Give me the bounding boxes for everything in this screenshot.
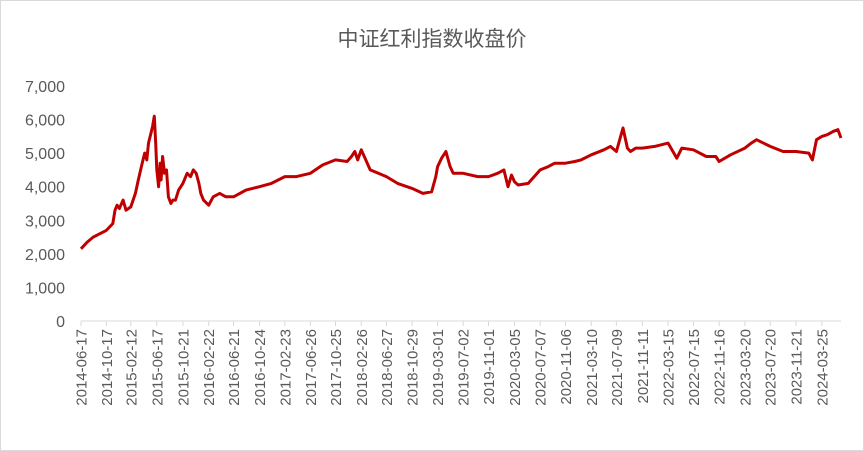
y-tick-label: 7,000 xyxy=(25,79,65,96)
x-tick-label: 2018-10-29 xyxy=(405,329,422,406)
x-tick-label: 2021-03-10 xyxy=(584,329,601,406)
x-tick-label: 2017-10-25 xyxy=(328,329,345,406)
x-tick-label: 2024-03-25 xyxy=(814,329,831,406)
x-tick-label: 2016-06-21 xyxy=(226,329,243,406)
x-tick-label: 2016-10-24 xyxy=(252,329,269,406)
x-tick-label: 2015-06-17 xyxy=(149,329,166,406)
x-tick-label: 2023-07-20 xyxy=(763,329,780,406)
x-tick-label: 2022-07-15 xyxy=(686,329,703,406)
x-tick-label: 2021-11-11 xyxy=(635,329,652,404)
x-tick-label: 2020-11-06 xyxy=(558,329,575,405)
x-tick-label: 2019-03-01 xyxy=(430,329,447,406)
x-tick-label: 2018-06-27 xyxy=(379,329,396,406)
y-tick-label: 4,000 xyxy=(25,180,65,197)
x-axis: 2014-06-17 2014-10-17 2015-02-12 2015-06-17… xyxy=(74,321,831,406)
x-tick-label: 2020-03-05 xyxy=(507,329,524,406)
x-tick-label: 2018-02-26 xyxy=(354,329,371,406)
y-tick-label: 6,000 xyxy=(25,113,65,130)
y-tick-label: 3,000 xyxy=(25,213,65,230)
x-tick-label: 2017-02-23 xyxy=(277,329,294,406)
x-tick-label: 2020-07-07 xyxy=(533,329,550,406)
y-tick-label: 0 xyxy=(56,314,65,331)
x-tick-label: 2022-03-15 xyxy=(661,329,678,406)
x-tick-label: 2015-10-21 xyxy=(175,329,192,406)
x-tick-label: 2021-07-09 xyxy=(609,329,626,406)
x-tick-label: 2016-02-22 xyxy=(201,329,218,406)
x-tick-label: 2014-06-17 xyxy=(74,329,91,406)
x-tick-label: 2014-10-17 xyxy=(99,329,116,406)
y-tick-label: 2,000 xyxy=(25,247,65,264)
y-tick-label: 1,000 xyxy=(25,280,65,297)
x-tick-label: 2019-11-01 xyxy=(481,329,498,405)
x-tick-label: 2023-03-20 xyxy=(737,329,754,406)
x-tick-label: 2017-06-26 xyxy=(303,329,320,406)
x-tick-label: 2023-11-21 xyxy=(788,329,805,405)
x-tick-label: 2019-07-02 xyxy=(456,329,473,406)
y-tick-label: 5,000 xyxy=(25,146,65,163)
x-tick-label: 2015-02-12 xyxy=(123,329,140,406)
series-line xyxy=(79,114,843,250)
chart-title: 中证红利指数收盘价 xyxy=(337,27,527,51)
y-axis: 0 1,000 2,000 3,000 4,000 5,000 6,000 7,000 xyxy=(25,79,65,331)
x-tick-label: 2022-11-16 xyxy=(712,329,729,405)
plot-area xyxy=(79,114,843,250)
